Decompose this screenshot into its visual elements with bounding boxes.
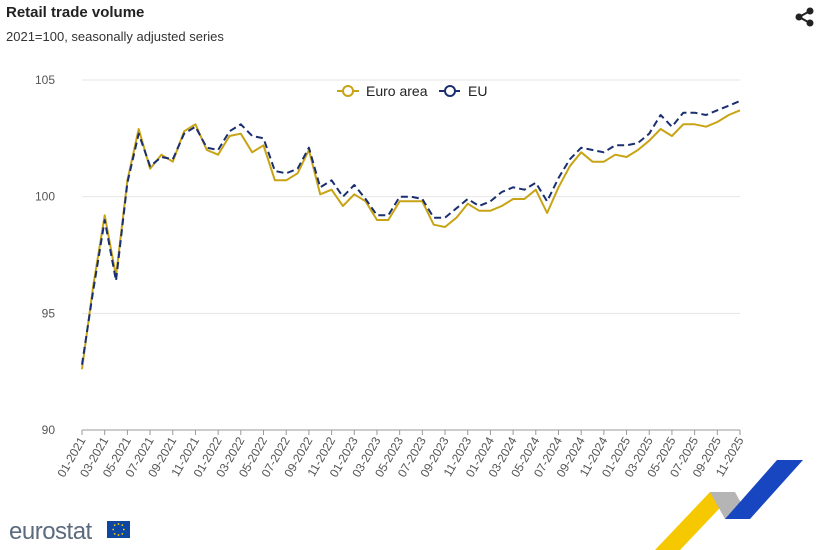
grid-lines bbox=[82, 79, 740, 431]
eu-flag-icon bbox=[107, 521, 130, 538]
y-axis-ticks: 90 95 100 105 bbox=[35, 73, 55, 437]
series-lines bbox=[81, 100, 741, 370]
y-tick-label: 95 bbox=[42, 306, 56, 320]
eurostat-wordmark: eurostat bbox=[9, 518, 92, 545]
series-line-eu[interactable] bbox=[81, 100, 741, 365]
y-tick-label: 90 bbox=[42, 423, 56, 437]
eurostat-ribbon-graphic bbox=[655, 460, 803, 550]
legend-label[interactable]: EU bbox=[468, 83, 487, 99]
share-icon[interactable] bbox=[794, 7, 816, 27]
y-tick-label: 100 bbox=[35, 190, 55, 204]
chart-title: Retail trade volume bbox=[6, 4, 145, 21]
legend-label[interactable]: Euro area bbox=[366, 83, 428, 99]
legend: Euro area EU bbox=[337, 83, 487, 99]
legend-marker bbox=[444, 85, 456, 97]
x-axis-ticks: 01-202103-202105-202107-202109-202111-20… bbox=[54, 430, 747, 480]
legend-marker bbox=[342, 85, 354, 97]
series-line-euro-area[interactable] bbox=[81, 109, 741, 370]
chart-subtitle: 2021=100, seasonally adjusted series bbox=[6, 29, 224, 44]
y-tick-label: 105 bbox=[35, 73, 55, 87]
